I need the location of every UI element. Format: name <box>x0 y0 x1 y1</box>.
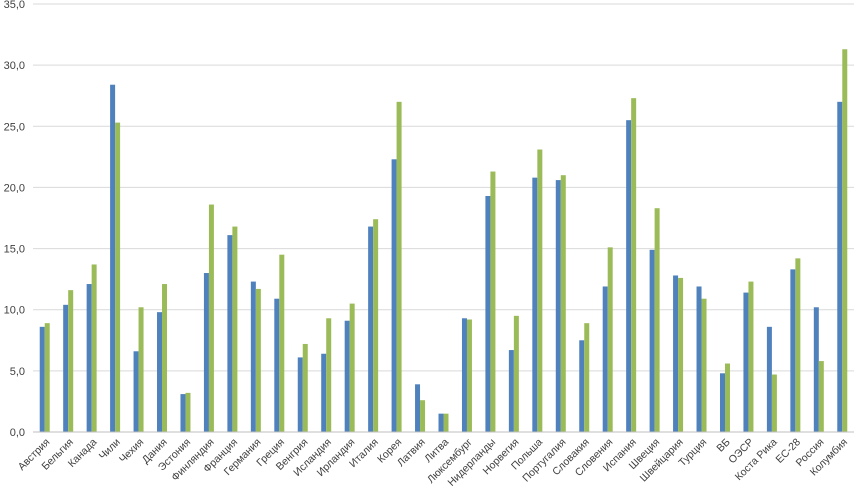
bar-series-2 <box>724 363 730 432</box>
bar-series-1 <box>673 275 679 432</box>
bar-series-2 <box>631 98 637 432</box>
gridlines <box>33 3 854 372</box>
bar-series-1 <box>837 101 843 432</box>
bar-series-1 <box>532 177 538 432</box>
bar-series-2 <box>513 315 519 432</box>
bar-series-2 <box>842 49 848 432</box>
bar-series-1 <box>438 413 444 432</box>
bar-series-1 <box>321 353 327 432</box>
y-tick-label: 25,0 <box>4 121 25 133</box>
y-tick-label: 5,0 <box>10 366 25 378</box>
bar-series-1 <box>790 269 796 432</box>
y-tick-label: 15,0 <box>4 244 25 256</box>
bar-series-2 <box>607 247 613 432</box>
bar-series-1 <box>461 318 467 432</box>
bar-series-1 <box>626 120 632 433</box>
bar-series-2 <box>349 303 355 432</box>
bar-series-1 <box>555 180 561 432</box>
bar-series-2 <box>396 101 402 432</box>
bar-series-1 <box>344 320 350 432</box>
bar-series-2 <box>443 413 449 432</box>
y-tick-label: 20,0 <box>4 182 25 194</box>
x-axis-tick-labels: АвстрияБельгияКанадаЧилиЧехияДанияЭстони… <box>16 436 850 489</box>
bar-series-2 <box>91 264 97 432</box>
bar-series-1 <box>297 357 303 432</box>
bar-series-2 <box>678 277 684 432</box>
bar-series-1 <box>579 340 585 432</box>
bar-series-2 <box>208 204 214 432</box>
bar-series-1 <box>180 394 186 432</box>
bar-series-2 <box>795 258 801 432</box>
bar-series-1 <box>696 286 702 432</box>
bar-series-2 <box>68 290 74 432</box>
bar-series-1 <box>133 351 139 432</box>
bar-series-2 <box>771 374 777 432</box>
bar-series-1 <box>39 326 45 432</box>
bar-series-1 <box>203 273 209 432</box>
bar-series-1 <box>743 292 749 432</box>
bar-series-2 <box>818 361 824 432</box>
y-tick-label: 10,0 <box>4 305 25 317</box>
bar-series-1 <box>508 350 514 432</box>
bar-series-1 <box>649 249 655 432</box>
bar-series-2 <box>584 323 590 432</box>
bar-series-2 <box>326 318 332 432</box>
x-tick-label: ВБ <box>714 436 732 454</box>
bar-series-1 <box>86 284 92 432</box>
bar-series-2 <box>115 122 121 433</box>
bar-series-2 <box>185 392 191 432</box>
bar-series-2 <box>255 288 261 432</box>
bar-series-2 <box>232 226 238 432</box>
bar-series-1 <box>391 159 397 432</box>
bar-series-1 <box>110 84 116 433</box>
bar-series-1 <box>227 235 233 432</box>
bar-series-2 <box>748 281 754 432</box>
bar-series-2 <box>138 307 144 432</box>
bar-series-2 <box>537 149 543 432</box>
bar-series-1 <box>368 226 374 432</box>
y-tick-label: 0,0 <box>10 427 25 439</box>
y-tick-label: 35,0 <box>4 0 25 11</box>
bar-series-1 <box>250 281 256 432</box>
bar-series-1 <box>485 195 491 432</box>
bar-series-1 <box>719 373 725 432</box>
bar-series-1 <box>274 298 280 432</box>
y-tick-label: 30,0 <box>4 60 25 72</box>
bar-series-2 <box>373 219 379 432</box>
bar-series-1 <box>602 286 608 432</box>
bar-series-2 <box>44 323 50 432</box>
bar-series-2 <box>466 319 472 432</box>
bar-series-1 <box>157 312 163 432</box>
y-axis-tick-labels: 0,0 5,0 10,0 15,0 20,0 25,0 30,0 35,0 <box>4 0 25 439</box>
bar-series-2 <box>654 208 660 432</box>
bar-series-2 <box>420 400 426 432</box>
bar-series-1 <box>813 307 819 432</box>
bar-series-2 <box>302 343 308 432</box>
bar-series-1 <box>415 384 421 432</box>
bar-series-2 <box>490 171 496 432</box>
bar-series-1 <box>766 326 772 432</box>
bars <box>39 49 848 433</box>
bar-series-2 <box>560 175 566 432</box>
bar-series-1 <box>63 304 69 432</box>
bar-series-2 <box>701 298 707 432</box>
bar-series-2 <box>279 254 285 432</box>
bar-series-2 <box>162 284 168 432</box>
